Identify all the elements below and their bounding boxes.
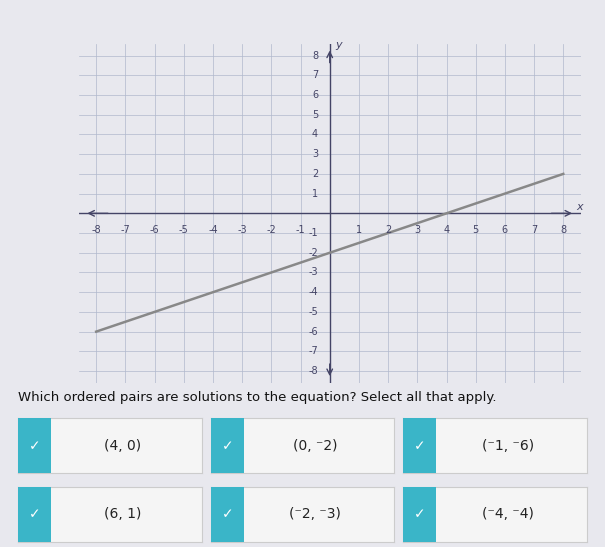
Text: 6: 6 — [502, 225, 508, 235]
Text: 5: 5 — [473, 225, 479, 235]
Text: 3: 3 — [312, 149, 318, 159]
Text: -4: -4 — [309, 287, 318, 297]
Text: x: x — [576, 202, 583, 212]
Text: (4, 0): (4, 0) — [104, 439, 142, 453]
Text: 2: 2 — [385, 225, 391, 235]
Text: 3: 3 — [414, 225, 420, 235]
Text: -4: -4 — [208, 225, 218, 235]
Text: -1: -1 — [309, 228, 318, 238]
Text: -2: -2 — [309, 248, 318, 258]
Text: 4: 4 — [443, 225, 450, 235]
Text: (6, 1): (6, 1) — [104, 507, 142, 521]
Text: 6: 6 — [312, 90, 318, 100]
Text: -8: -8 — [309, 366, 318, 376]
Text: ✓: ✓ — [221, 439, 233, 453]
Text: 1: 1 — [312, 189, 318, 199]
Text: -3: -3 — [237, 225, 247, 235]
Text: 2: 2 — [312, 169, 318, 179]
Text: -6: -6 — [309, 327, 318, 336]
Text: (⁻4, ⁻4): (⁻4, ⁻4) — [482, 507, 534, 521]
Text: ✓: ✓ — [29, 507, 41, 521]
Text: -1: -1 — [296, 225, 306, 235]
Text: 5: 5 — [312, 110, 318, 120]
Text: (⁻1, ⁻6): (⁻1, ⁻6) — [482, 439, 534, 453]
Text: -7: -7 — [309, 346, 318, 356]
Text: ✓: ✓ — [414, 439, 426, 453]
Text: (⁻2, ⁻3): (⁻2, ⁻3) — [289, 507, 341, 521]
Text: -5: -5 — [179, 225, 189, 235]
Text: 7: 7 — [531, 225, 537, 235]
Text: ✓: ✓ — [29, 439, 41, 453]
Text: (0, ⁻2): (0, ⁻2) — [293, 439, 338, 453]
Text: 8: 8 — [560, 225, 566, 235]
Text: 1: 1 — [356, 225, 362, 235]
Text: ✓: ✓ — [414, 507, 426, 521]
Text: -6: -6 — [150, 225, 159, 235]
Text: -7: -7 — [120, 225, 130, 235]
Text: 7: 7 — [312, 71, 318, 80]
Text: -8: -8 — [91, 225, 101, 235]
Text: 4: 4 — [312, 130, 318, 139]
Text: ✓: ✓ — [221, 507, 233, 521]
Text: -5: -5 — [309, 307, 318, 317]
Text: -2: -2 — [266, 225, 276, 235]
Text: y: y — [335, 40, 342, 50]
Text: 8: 8 — [312, 50, 318, 61]
Text: -3: -3 — [309, 267, 318, 277]
Text: Which ordered pairs are solutions to the equation? Select all that apply.: Which ordered pairs are solutions to the… — [18, 391, 497, 404]
